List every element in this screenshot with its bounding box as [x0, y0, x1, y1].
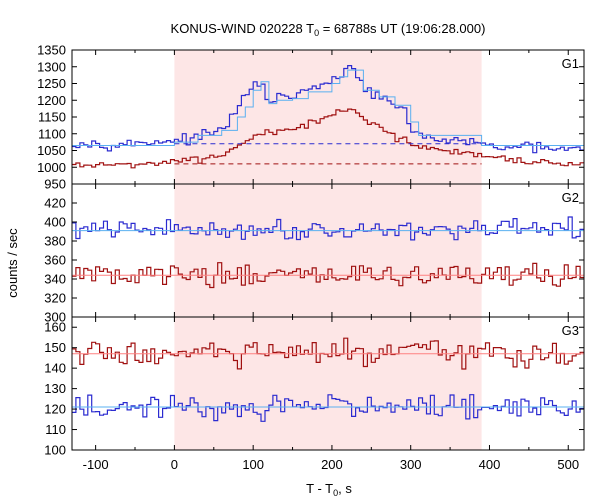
- panel-label: G1: [562, 56, 579, 71]
- x-tick-label: 400: [479, 457, 501, 472]
- y-tick-label: 420: [44, 196, 66, 211]
- y-tick-label: 110: [45, 422, 66, 437]
- panel-g3: 100 110 120 130 140 150 160 -100 0 100 200 300 400 50…: [44, 316, 585, 472]
- y-tick-label: 140: [44, 361, 66, 376]
- title-subscript: 0: [314, 28, 319, 38]
- y-tick-label: 300: [44, 310, 66, 325]
- y-tick-label: 1350: [37, 43, 66, 58]
- y-tick-label: 1150: [38, 110, 66, 125]
- y-tick-label: 130: [44, 381, 66, 396]
- x-tick-label: 500: [557, 457, 579, 472]
- y-tick-label: 150: [44, 340, 66, 355]
- x-axis-label: T - T0, s: [306, 481, 352, 498]
- y-tick-label: 1000: [37, 160, 66, 175]
- highlight-interval: [174, 317, 482, 450]
- y-tick-label: 100: [44, 443, 66, 458]
- x-tick-label: -100: [83, 457, 109, 472]
- chart-title: KONUS-WIND 020228 T0 = 68788s UT (19:06:…: [171, 21, 486, 38]
- series-red-counts: [72, 262, 584, 289]
- y-tick-label: 1250: [37, 76, 66, 91]
- panel-frame: [71, 316, 585, 451]
- panels: 95010001050110011501200125013001350G1300…: [37, 43, 585, 472]
- series-blue-counts: [72, 65, 584, 154]
- panel-g2: 300 320 340 360 380 400 420 G2: [44, 183, 585, 325]
- y-tick-label: 340: [44, 272, 66, 287]
- y-tick-label: 160: [44, 320, 66, 335]
- fit-line-step-0: [72, 69, 584, 146]
- panel-label: G3: [562, 323, 579, 338]
- y-tick-label: 1050: [37, 143, 66, 158]
- y-tick-label: 1300: [37, 59, 66, 74]
- x-tick-label: 0: [171, 457, 178, 472]
- series-blue-counts: [72, 216, 584, 241]
- y-tick-label: 320: [44, 291, 66, 306]
- highlight-interval: [174, 184, 482, 317]
- y-axis-label: counts / sec: [5, 228, 20, 298]
- x-tick-label: 100: [242, 457, 264, 472]
- series-red-counts: [72, 108, 584, 169]
- y-tick-label: 380: [44, 234, 66, 249]
- y-tick-label: 400: [44, 215, 66, 230]
- y-tick-label: 1200: [37, 93, 66, 108]
- y-tick-label: 950: [44, 177, 66, 192]
- x-tick-label: 200: [321, 457, 343, 472]
- x-tick-label: 300: [400, 457, 422, 472]
- y-tick-label: 360: [44, 253, 66, 268]
- y-tick-label: 1100: [38, 126, 66, 141]
- xlabel-subscript: 0: [333, 488, 338, 498]
- y-tick-label: 120: [44, 402, 66, 417]
- panel-label: G2: [562, 190, 579, 205]
